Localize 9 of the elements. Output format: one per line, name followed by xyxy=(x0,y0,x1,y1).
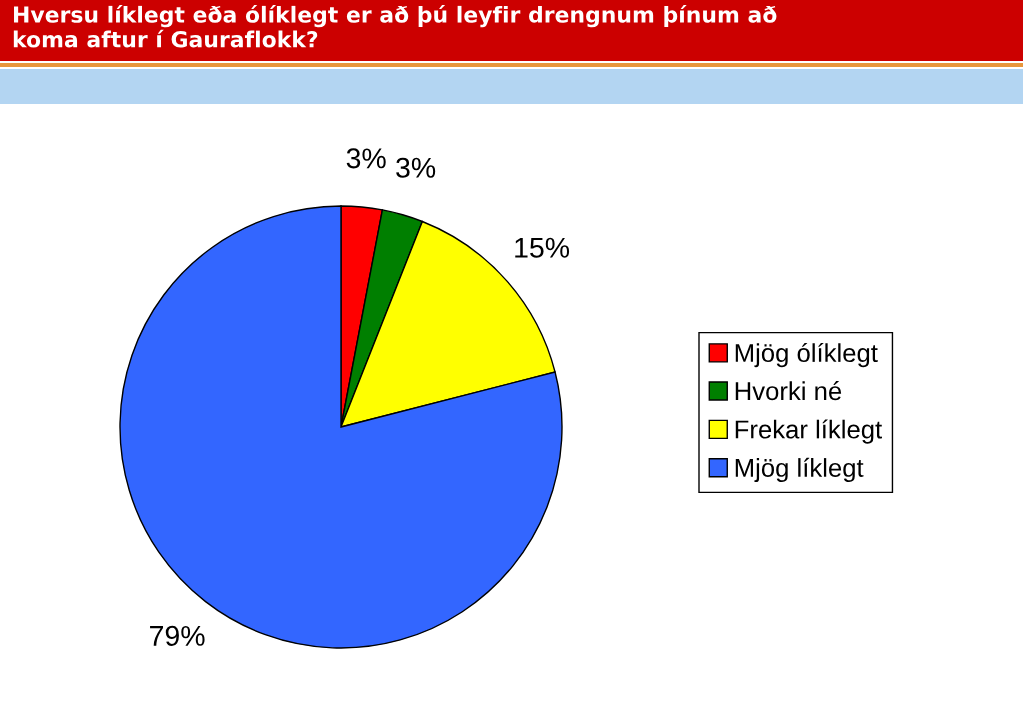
data-label: 3% xyxy=(396,157,436,178)
legend-label: Hvorki né xyxy=(735,381,842,401)
legend-label: Frekar líklegt xyxy=(735,419,882,444)
legend-label: Mjög ólíklegt xyxy=(735,342,878,368)
data-label: 79% xyxy=(150,625,205,646)
legend-label: Mjög líklegt xyxy=(735,457,864,483)
chart-title: Hversu líklegt eða ólíklegt er að þú leyfir drengnum þínum að koma aftur í Gauraflokk? xyxy=(13,5,777,48)
data-label: 15% xyxy=(515,237,570,258)
data-label: 3% xyxy=(346,148,386,169)
